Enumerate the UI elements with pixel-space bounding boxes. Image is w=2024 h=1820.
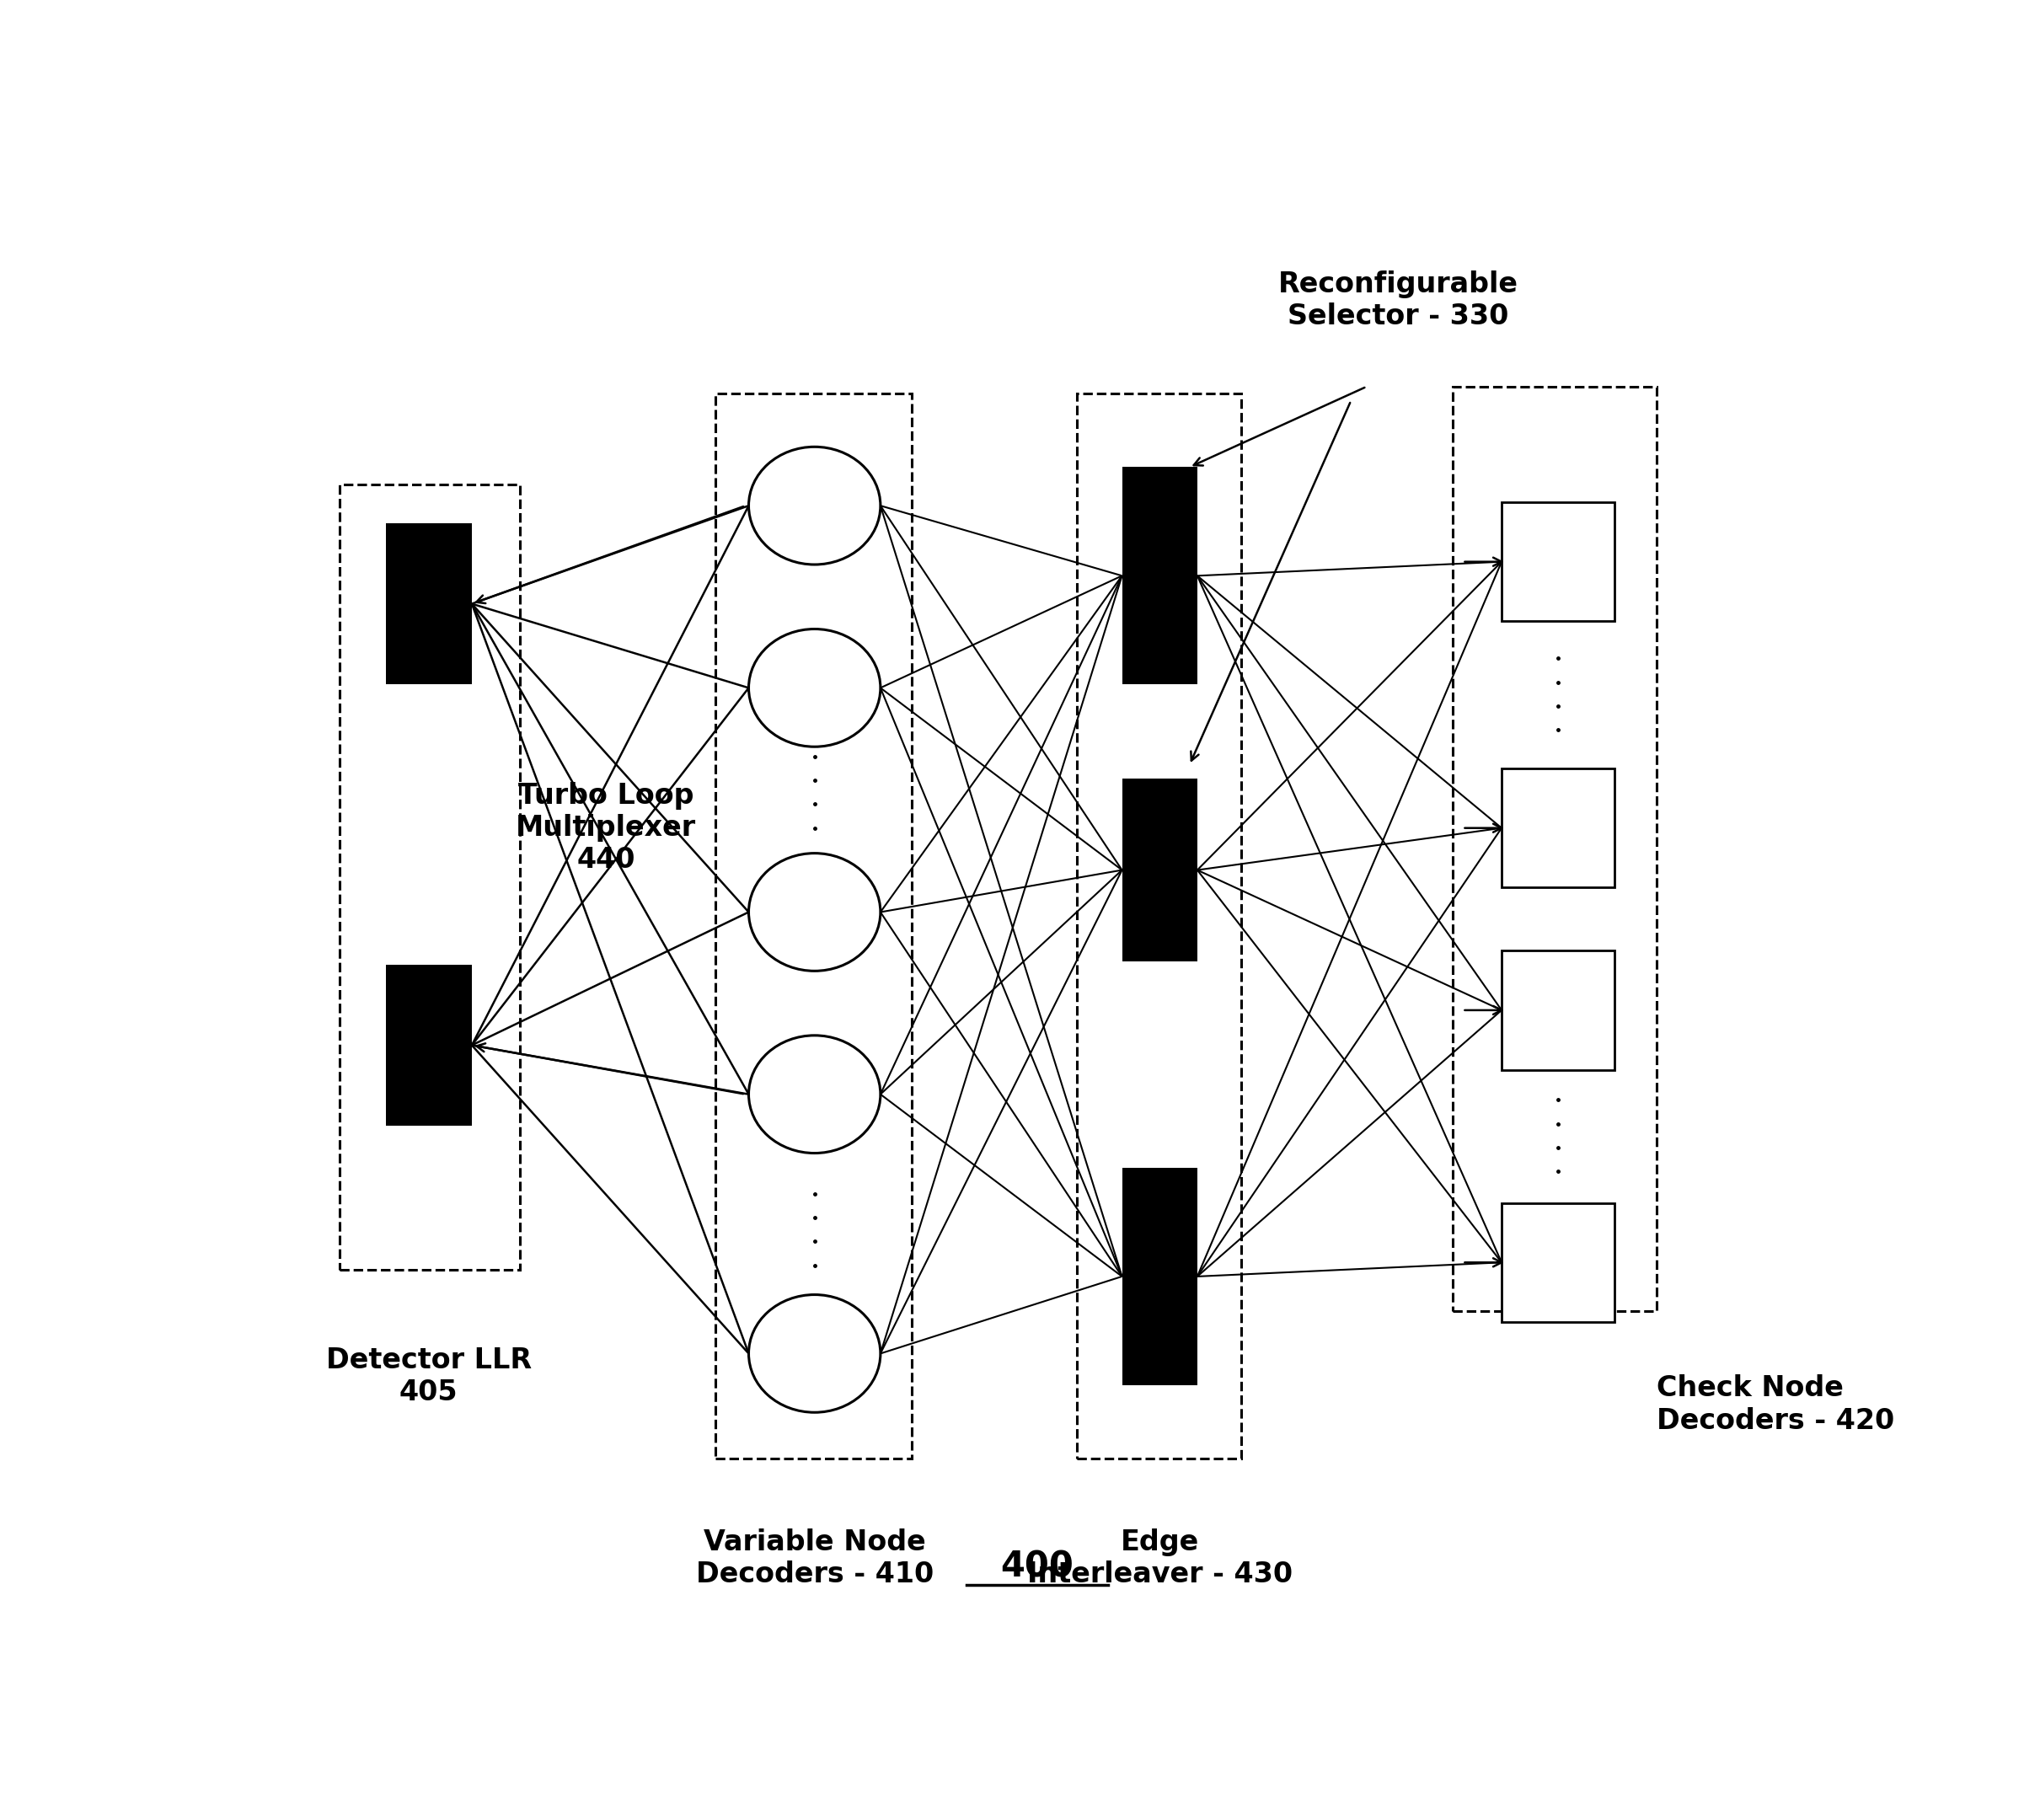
Bar: [1502, 502, 1615, 621]
Bar: [385, 522, 472, 684]
Circle shape: [749, 854, 880, 970]
Text: Turbo Loop
Multiplexer
440: Turbo Loop Multiplexer 440: [516, 783, 696, 874]
Bar: [1121, 468, 1198, 684]
Circle shape: [749, 630, 880, 746]
Circle shape: [749, 1294, 880, 1412]
Bar: [1502, 1203, 1615, 1321]
Bar: [1502, 768, 1615, 888]
Text: Check Node
Decoders - 420: Check Node Decoders - 420: [1658, 1374, 1894, 1434]
Bar: [1502, 950, 1615, 1070]
Text: Edge
Interleaver - 430: Edge Interleaver - 430: [1026, 1529, 1293, 1589]
Text: Variable Node
Decoders - 410: Variable Node Decoders - 410: [696, 1529, 933, 1589]
Bar: [1121, 779, 1198, 961]
Text: 400: 400: [1000, 1549, 1075, 1585]
Bar: [385, 965, 472, 1127]
Bar: [1121, 1168, 1198, 1385]
Bar: [1077, 393, 1241, 1458]
Bar: [340, 484, 520, 1270]
Circle shape: [749, 448, 880, 564]
Text: Detector LLR
405: Detector LLR 405: [326, 1347, 532, 1407]
Bar: [716, 393, 913, 1458]
Circle shape: [749, 1036, 880, 1154]
Text: Reconfigurable
Selector - 330: Reconfigurable Selector - 330: [1277, 271, 1518, 331]
Bar: [1453, 386, 1658, 1312]
